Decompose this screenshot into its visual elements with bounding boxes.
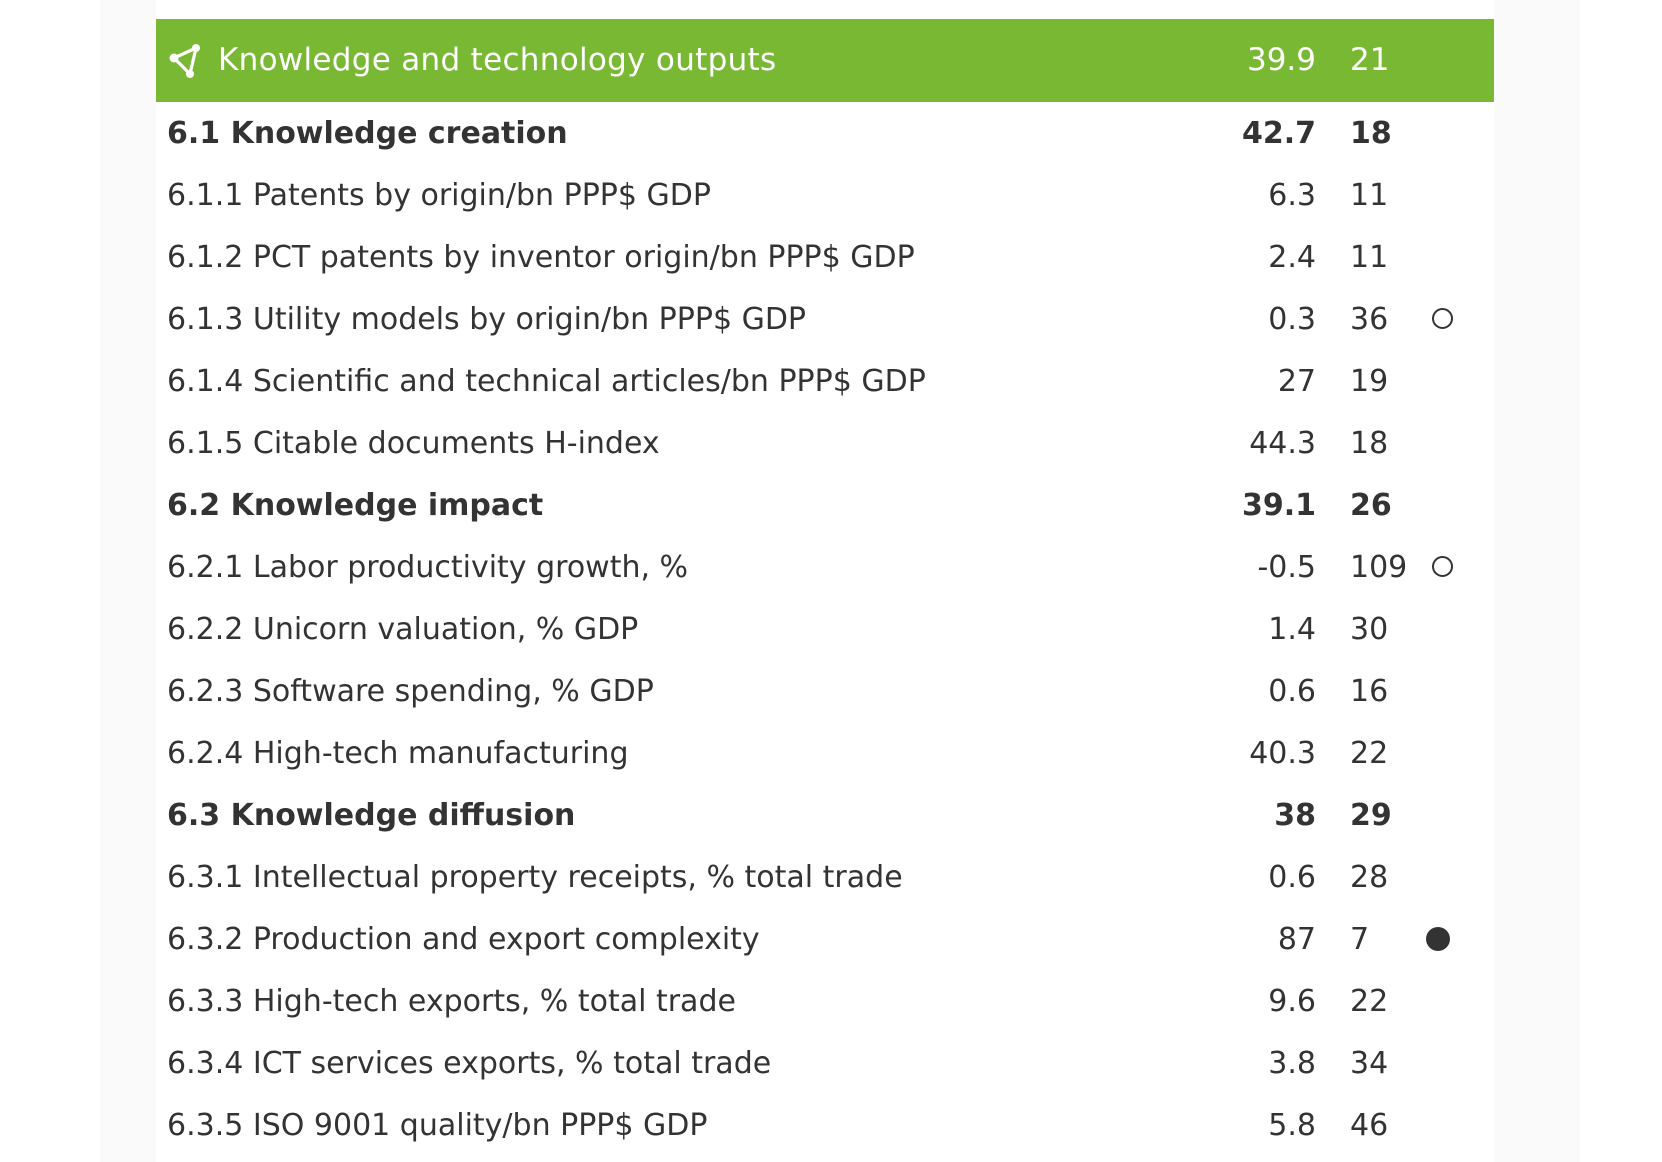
row-label: 6.1.3 Utility models by origin/bn PPP$ G… [167,302,807,337]
row-rank: 26 [1350,488,1392,523]
table-row: 6.2.2 Unicorn valuation, % GDP 1.4 30 [156,599,1494,661]
strength-marker-icon [1426,927,1450,951]
row-score: 39.1 [1241,488,1316,523]
row-score: 0.3 [1268,302,1316,337]
row-label: 6.3.2 Production and export complexity [167,922,760,957]
table-row: 6.2.3 Software spending, % GDP 0.6 16 [156,661,1494,723]
weakness-marker-icon [1432,308,1453,329]
row-score: 40.3 [1249,736,1316,771]
row-rank: 11 [1350,178,1389,213]
share-nodes-icon [166,43,202,79]
row-rank: 46 [1350,1108,1389,1143]
pillar-header: Knowledge and technology outputs 39.9 21 [156,19,1494,102]
row-score: 5.8 [1268,1108,1316,1143]
row-label: 6.1 Knowledge creation [167,116,568,151]
row-rank: 11 [1350,240,1389,275]
row-label: 6.3 Knowledge diffusion [167,798,576,833]
row-rank: 16 [1350,674,1389,709]
row-label: 6.2.2 Unicorn valuation, % GDP [167,612,639,647]
row-rank: 29 [1350,798,1392,833]
table-row: 6.3.4 ICT services exports, % total trad… [156,1033,1494,1095]
row-score: 9.6 [1268,984,1316,1019]
row-label: 6.2.3 Software spending, % GDP [167,674,654,709]
row-label: 6.1.4 Scientific and technical articles/… [167,364,926,399]
table-row: 6.2.4 High-tech manufacturing 40.3 22 [156,723,1494,785]
row-score: 27 [1277,364,1316,399]
row-label: 6.3.1 Intellectual property receipts, % … [167,860,903,895]
table-row: 6.1.3 Utility models by origin/bn PPP$ G… [156,289,1494,351]
row-score: 3.8 [1268,1046,1316,1081]
row-rank: 109 [1350,550,1408,585]
pillar-title: Knowledge and technology outputs [218,42,777,78]
row-score: 1.4 [1268,612,1316,647]
row-rank: 7 [1350,922,1370,957]
row-label: 6.2.1 Labor productivity growth, % [167,550,689,585]
row-rank: 28 [1350,860,1389,895]
row-label: 6.3.3 High-tech exports, % total trade [167,984,736,1019]
pillar-rank: 21 [1350,42,1390,78]
table-sheet [156,0,1494,1162]
table-row: 6.1.5 Citable documents H-index 44.3 18 [156,413,1494,475]
row-score: 0.6 [1268,674,1316,709]
row-rank: 19 [1350,364,1389,399]
table-row: 6.3.2 Production and export complexity 8… [156,909,1494,971]
row-score: -0.5 [1257,550,1316,585]
table-row: 6.3.3 High-tech exports, % total trade 9… [156,971,1494,1033]
table-row-section: 6.2 Knowledge impact 39.1 26 [156,475,1494,537]
row-score: 42.7 [1241,116,1316,151]
table-row-section: 6.1 Knowledge creation 42.7 18 [156,103,1494,165]
row-rank: 30 [1350,612,1389,647]
weakness-marker-icon [1432,556,1453,577]
row-label: 6.2.4 High-tech manufacturing [167,736,629,771]
row-score: 0.6 [1268,860,1316,895]
row-rank: 34 [1350,1046,1389,1081]
row-rank: 36 [1350,302,1389,337]
row-rank: 22 [1350,984,1389,1019]
pillar-score: 39.9 [1246,42,1316,78]
table-row: 6.3.1 Intellectual property receipts, % … [156,847,1494,909]
row-score: 38 [1274,798,1316,833]
table-row: 6.1.1 Patents by origin/bn PPP$ GDP 6.3 … [156,165,1494,227]
row-score: 6.3 [1268,178,1316,213]
row-rank: 22 [1350,736,1389,771]
table-row-section: 6.3 Knowledge diffusion 38 29 [156,785,1494,847]
row-rank: 18 [1350,116,1392,151]
table-row: 6.1.4 Scientific and technical articles/… [156,351,1494,413]
row-label: 6.1.1 Patents by origin/bn PPP$ GDP [167,178,711,213]
row-label: 6.3.5 ISO 9001 quality/bn PPP$ GDP [167,1108,708,1143]
row-score: 44.3 [1249,426,1316,461]
row-score: 2.4 [1268,240,1316,275]
row-label: 6.1.2 PCT patents by inventor origin/bn … [167,240,915,275]
row-score: 87 [1277,922,1316,957]
row-label: 6.3.4 ICT services exports, % total trad… [167,1046,772,1081]
row-label: 6.2 Knowledge impact [167,488,544,523]
table-row: 6.1.2 PCT patents by inventor origin/bn … [156,227,1494,289]
table-row: 6.2.1 Labor productivity growth, % -0.5 … [156,537,1494,599]
row-rank: 18 [1350,426,1389,461]
table-row: 6.3.5 ISO 9001 quality/bn PPP$ GDP 5.8 4… [156,1095,1494,1157]
row-label: 6.1.5 Citable documents H-index [167,426,660,461]
